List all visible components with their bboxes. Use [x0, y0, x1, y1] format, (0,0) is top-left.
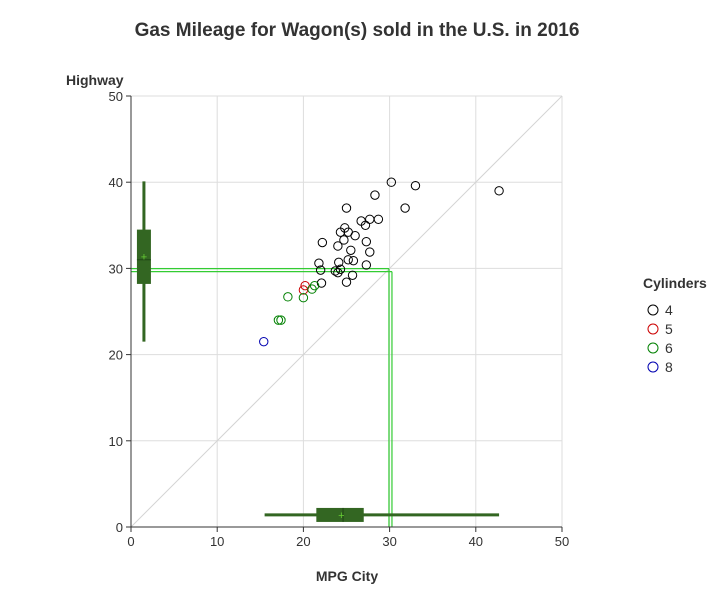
data-points [259, 177, 504, 347]
data-point-4 [316, 278, 327, 288]
highway-box [136, 229, 151, 284]
data-point-4 [348, 255, 359, 266]
data-point-4 [314, 258, 324, 268]
x-tick-label: 30 [382, 534, 396, 549]
data-point-4 [333, 268, 343, 278]
x-tick-label: 20 [296, 534, 310, 549]
y-tick-label: 30 [109, 261, 123, 276]
data-point-4 [330, 266, 340, 276]
data-point-4 [317, 237, 328, 248]
data-point-8 [259, 336, 269, 347]
y-axis-label: Highway [66, 72, 124, 88]
y-tick-label: 0 [116, 520, 123, 535]
data-point-4 [350, 230, 360, 241]
legend-label-5: 5 [665, 321, 673, 337]
data-point-4 [410, 180, 421, 191]
data-point-4 [339, 235, 349, 245]
x-tick-label: 40 [469, 534, 483, 549]
data-point-6 [307, 284, 317, 294]
data-point-4 [334, 257, 344, 268]
data-point-4 [341, 277, 352, 287]
data-point-4 [373, 214, 384, 224]
diagonal-reference-line [130, 95, 563, 528]
data-point-6 [276, 315, 286, 325]
gridlines [130, 95, 563, 528]
legend-marker-4 [647, 304, 659, 316]
city-box-mean: + [338, 510, 344, 522]
data-point-4 [347, 270, 358, 280]
axes: 0 10 20 30 40 50 0 10 20 30 40 50 [109, 89, 570, 549]
mean-reference-lines [131, 268, 393, 527]
data-point-4 [361, 260, 372, 270]
x-tick-label: 50 [555, 534, 569, 549]
legend-label-8: 8 [665, 359, 673, 375]
y-tick-label: 10 [109, 434, 123, 449]
legend-marker-6 [647, 342, 659, 354]
data-point-4 [365, 247, 375, 257]
box-plots: ++ [136, 181, 500, 522]
x-axis-label: MPG City [316, 568, 378, 584]
data-point-4 [365, 214, 375, 224]
legend-label-4: 4 [665, 302, 673, 318]
data-point-4 [341, 203, 352, 213]
x-tick-label: 0 [127, 534, 134, 549]
data-point-4 [335, 264, 346, 274]
y-tick-label: 20 [109, 348, 123, 363]
data-point-6 [273, 315, 284, 325]
data-point-4 [315, 265, 326, 275]
x-tick-label: 10 [210, 534, 224, 549]
data-point-4 [494, 186, 504, 196]
legend-marker-5 [647, 323, 659, 335]
data-point-4 [333, 241, 343, 251]
y-tick-label: 40 [109, 175, 123, 190]
data-point-4 [400, 203, 410, 213]
legend: Cylinders 4 5 6 8 [643, 275, 707, 375]
data-point-4 [386, 177, 397, 187]
city-box [316, 507, 364, 522]
legend-title: Cylinders [643, 275, 707, 291]
legend-label-6: 6 [665, 340, 673, 356]
y-tick-label: 50 [109, 89, 123, 104]
data-point-4 [335, 227, 346, 237]
chart-title: Gas Mileage for Wagon(s) sold in the U.S… [135, 20, 580, 41]
data-point-4 [360, 220, 371, 231]
data-point-6 [309, 280, 320, 291]
legend-marker-8 [647, 361, 659, 373]
data-point-6 [283, 292, 293, 302]
data-point-6 [298, 293, 309, 303]
data-point-4 [346, 245, 356, 255]
highway-box-mean: + [141, 251, 147, 263]
data-point-4 [370, 190, 380, 200]
data-point-4 [343, 255, 353, 265]
data-point-4 [361, 236, 372, 247]
